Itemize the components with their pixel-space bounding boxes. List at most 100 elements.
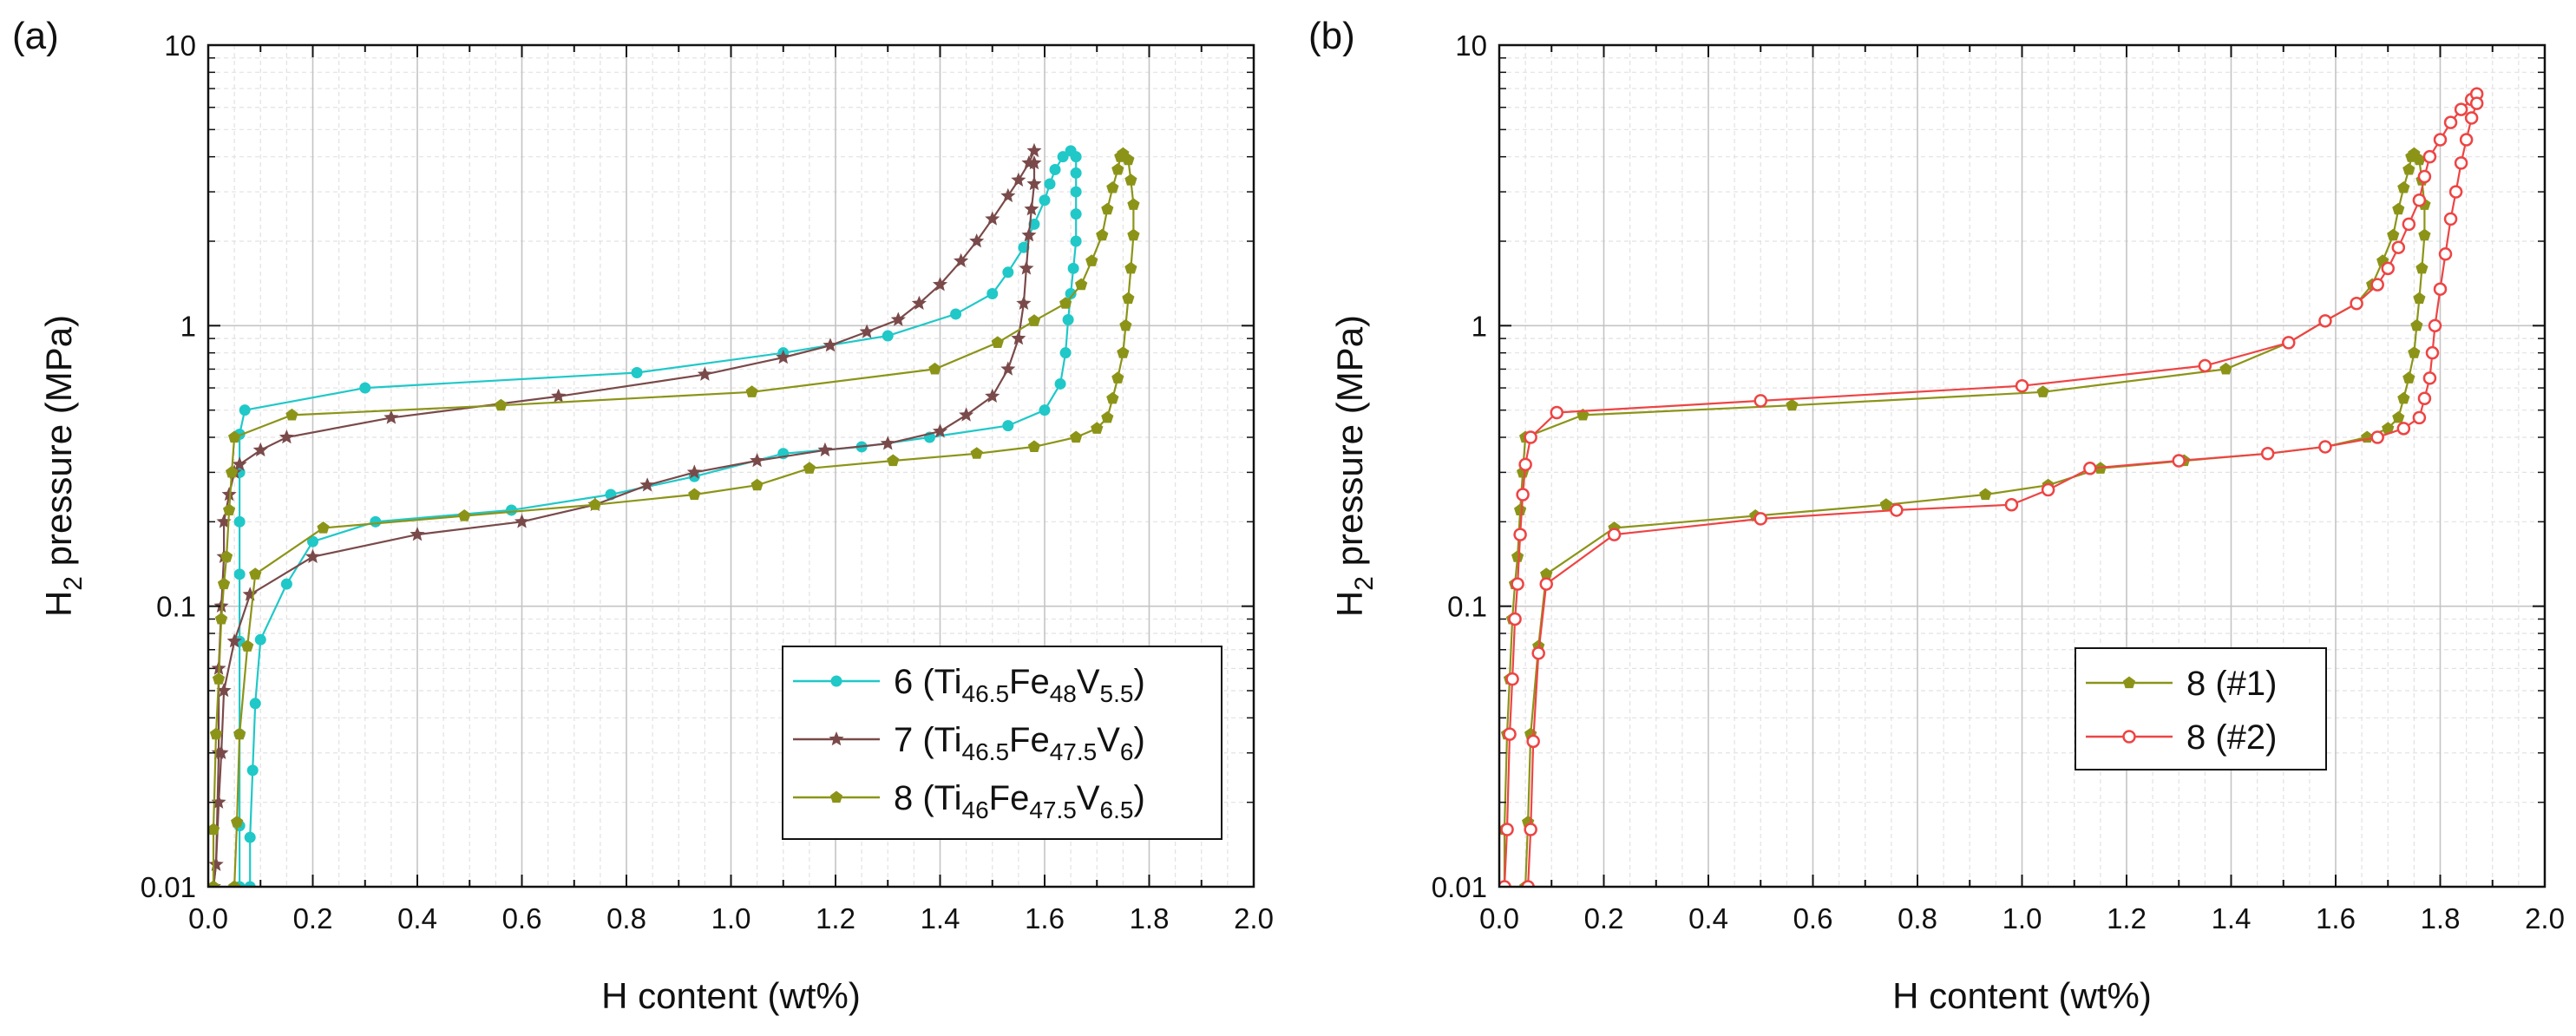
desorption-point: [228, 880, 241, 887]
absorption-line: [1503, 153, 2415, 887]
desorption-point: [1124, 174, 1137, 186]
absorption-point: [233, 568, 246, 580]
legend-marker: [2122, 730, 2136, 744]
y-axis-title: H2 pressure (MPa): [1329, 315, 1379, 617]
absorption-point: [1049, 163, 1061, 175]
desorption-point: [803, 462, 816, 474]
legend-marker: [830, 675, 842, 687]
absorption-point: [2350, 296, 2363, 311]
absorption-point: [2387, 228, 2400, 241]
desorption-point: [887, 454, 900, 467]
x-tick-label: 0.0: [1479, 902, 1519, 934]
desorption-line: [1527, 102, 2478, 887]
desorption-point: [2260, 447, 2275, 461]
desorption-point: [1091, 422, 1104, 434]
absorption-point: [1508, 612, 1522, 626]
legend-item-2: 8 (#2): [2086, 718, 2278, 757]
desorption-point: [249, 698, 261, 710]
legend-subscript: 48: [1050, 680, 1077, 707]
absorption-point: [1096, 228, 1109, 241]
x-tick-label: 1.6: [2316, 902, 2356, 934]
absorption-point: [285, 408, 298, 421]
legend-text-part: V: [1097, 721, 1120, 759]
absorption-point: [776, 350, 791, 364]
desorption-point: [2392, 410, 2405, 423]
x-tick-label: 2.0: [2525, 902, 2565, 934]
desorption-point: [410, 527, 425, 541]
desorption-point: [317, 521, 330, 534]
desorption-point: [932, 423, 948, 438]
absorption-point: [383, 410, 399, 424]
desorption-point: [307, 535, 318, 548]
y-axis-title-base: H: [38, 591, 79, 617]
absorption-point: [2391, 240, 2406, 254]
desorption-point: [458, 509, 471, 521]
absorption-point: [985, 211, 1000, 226]
y-tick-label: 0.01: [1432, 871, 1487, 903]
absorption-point: [1516, 488, 1530, 502]
x-tick-label: 1.8: [2421, 902, 2461, 934]
legend-marker: [2122, 676, 2136, 689]
desorption-point: [1026, 176, 1042, 191]
desorption-point: [1070, 208, 1082, 220]
desorption-point: [2425, 345, 2440, 360]
desorption-point: [751, 478, 764, 491]
absorption-point: [2381, 261, 2395, 276]
absorption-point: [631, 366, 643, 378]
y-axis-title-sub: 2: [1350, 576, 1379, 591]
absorption-point: [1500, 823, 1514, 836]
desorption-point: [2417, 391, 2432, 406]
desorption-point: [1531, 646, 1545, 660]
absorption-point: [1027, 314, 1041, 326]
desorption-point: [242, 587, 258, 601]
desorption-point: [970, 447, 983, 459]
legend-text-part: 8 (Ti: [894, 779, 962, 817]
desorption-point: [1521, 880, 1535, 887]
desorption-point: [1002, 420, 1014, 432]
absorption-point: [1011, 172, 1026, 187]
absorption-point: [1106, 181, 1119, 193]
series-2: [1499, 87, 2484, 887]
absorption-point: [1753, 394, 1767, 408]
absorption-point: [2198, 358, 2212, 373]
desorption-line: [1524, 160, 2426, 887]
desorption-point: [231, 816, 244, 828]
absorption-point: [2412, 193, 2427, 207]
desorption-point: [1524, 823, 1537, 836]
desorption-point: [2370, 430, 2384, 444]
ticks: [1498, 44, 2546, 888]
desorption-point: [1106, 391, 1119, 404]
absorption-point: [214, 613, 228, 625]
legend-item-1: 6 (Ti46.5Fe48V5.5): [793, 663, 1145, 707]
y-axis-title: H2 pressure (MPa): [38, 315, 88, 617]
desorption-point: [1753, 512, 1767, 526]
desorption-point: [370, 515, 382, 528]
x-tick-label: 1.4: [2212, 902, 2252, 934]
chart-panel-b: 0.0 0.2 0.4 0.6 0.8 1.0 1.2 1.4 1.6 1.8 2.0 0.01 0.1…: [1308, 15, 2565, 1016]
x-tick-label: 1.0: [2002, 902, 2042, 934]
legend-text-part: ): [1133, 721, 1144, 759]
desorption-point: [2408, 346, 2421, 358]
legend-marker: [829, 731, 844, 746]
legend-subscript: 6.5: [1100, 797, 1134, 823]
desorption-point: [1070, 151, 1082, 163]
legend-subscript: 47.5: [1029, 797, 1077, 823]
absorption-point: [551, 388, 567, 403]
desorption-point: [1026, 154, 1042, 170]
absorption-point: [1499, 880, 1511, 887]
legend: 6 (Ti46.5Fe48V5.5)7 (Ti46.5Fe47.5V6)8 (T…: [782, 646, 1222, 840]
absorption-point: [2402, 217, 2416, 232]
absorption-point: [221, 487, 237, 502]
desorption-point: [2172, 454, 2186, 468]
desorption-point: [1979, 488, 1992, 501]
absorption-point: [228, 430, 241, 443]
desorption-point: [2318, 440, 2332, 454]
x-tick-label: 0.2: [293, 902, 333, 934]
desorption-point: [1890, 503, 1904, 517]
absorption-point: [2370, 278, 2384, 292]
desorption-point: [2396, 422, 2411, 436]
desorption-point: [1021, 227, 1037, 242]
x-tick-label: 1.2: [2107, 902, 2147, 934]
desorption-point: [1127, 198, 1140, 210]
x-axis-title: H content (wt%): [601, 975, 861, 1016]
